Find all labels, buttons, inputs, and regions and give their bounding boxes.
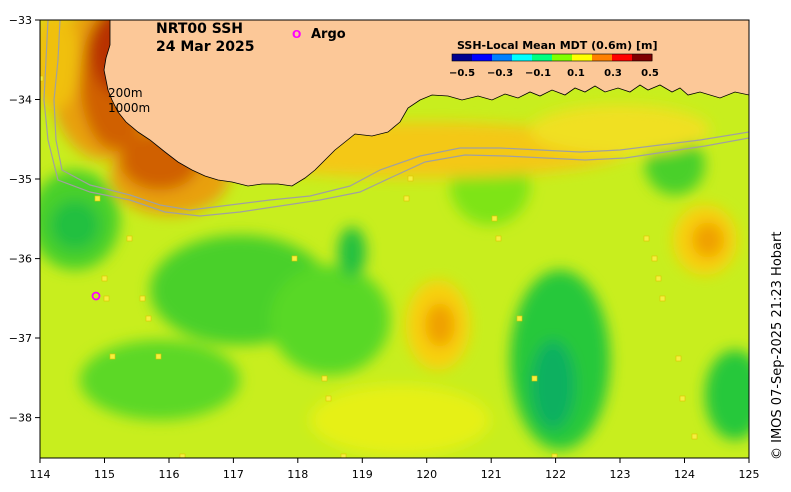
y-tick-label: −36 xyxy=(9,253,32,266)
isobaths xyxy=(43,20,749,217)
argo-float xyxy=(659,295,666,302)
argo-legend-marker: O xyxy=(292,28,301,41)
argo-float xyxy=(126,235,133,242)
isobath-label-1000m: 1000m xyxy=(108,101,150,115)
isobath-1000m xyxy=(43,20,749,217)
australia-land xyxy=(103,20,749,187)
y-tick-label: −35 xyxy=(9,173,32,186)
argo-highlight-marker xyxy=(91,291,101,301)
x-tick-label: 121 xyxy=(481,468,502,481)
argo-float xyxy=(325,395,332,402)
argo-float xyxy=(655,275,662,282)
colorbar-segment xyxy=(572,54,593,61)
map-date: 24 Mar 2025 xyxy=(156,39,254,55)
ssh-high-south xyxy=(310,385,490,455)
colorbar-tick: −0.3 xyxy=(487,68,513,79)
argo-float xyxy=(179,453,186,458)
argo-float xyxy=(679,395,686,402)
y-axis: −33 −34 −35 −36 −37 −38 xyxy=(9,14,40,425)
argo-float xyxy=(403,195,410,202)
argo-float xyxy=(139,295,146,302)
y-tick-label: −37 xyxy=(9,332,32,345)
argo-floats xyxy=(40,75,698,458)
plot-area xyxy=(40,20,749,458)
argo-float xyxy=(407,175,414,182)
argo-float xyxy=(531,375,538,382)
colorbar-title: SSH-Local Mean MDT (0.6m) [m] xyxy=(457,39,657,52)
colorbar-segment xyxy=(632,54,653,61)
colorbar-tick: −0.1 xyxy=(525,68,551,79)
y-tick-label: −33 xyxy=(9,14,32,27)
x-tick-label: 125 xyxy=(739,468,760,481)
colorbar-frame xyxy=(451,53,653,62)
imos-credit: © IMOS 07-Sep-2025 21:23 Hobart xyxy=(770,232,785,460)
x-tick-label: 124 xyxy=(674,468,695,481)
ssh-high-east-core xyxy=(692,222,724,258)
map-title: NRT00 SSH xyxy=(156,21,243,37)
argo-float xyxy=(551,453,558,458)
argo-float xyxy=(101,275,108,282)
ssh-coastal-band-east xyxy=(530,105,710,155)
ssh-low-center-ext xyxy=(270,265,390,375)
isobath-label-200m: 200m xyxy=(108,86,143,100)
colorbar-segment xyxy=(552,54,573,61)
argo-float xyxy=(145,315,152,322)
x-tick-label: 116 xyxy=(159,468,180,481)
isobath-200m xyxy=(53,20,749,211)
argo-float xyxy=(675,355,682,362)
x-tick-label: 119 xyxy=(352,468,373,481)
x-tick-label: 120 xyxy=(416,468,437,481)
x-axis: 114 115 116 117 118 119 120 121 122 123 … xyxy=(30,458,760,481)
argo-float xyxy=(155,353,162,360)
ssh-low-far-east xyxy=(705,350,749,440)
colorbar-segment xyxy=(472,54,493,61)
argo-float xyxy=(291,255,298,262)
colorbar-segment xyxy=(532,54,553,61)
x-tick-label: 115 xyxy=(94,468,115,481)
plot-frame xyxy=(39,19,750,459)
argo-legend-label: Argo xyxy=(311,27,346,42)
y-tick-label: −34 xyxy=(9,94,32,107)
colorbar-tick: 0.1 xyxy=(567,68,585,79)
colorbar-segment xyxy=(452,54,473,61)
argo-float xyxy=(491,215,498,222)
argo-float xyxy=(495,235,502,242)
argo-float xyxy=(321,375,328,382)
colorbar-tick: 0.3 xyxy=(604,68,622,79)
ssh-low-center-core xyxy=(338,227,366,277)
ssh-high-center-core xyxy=(425,303,455,347)
colorbar-tick: 0.5 xyxy=(641,68,659,79)
ssh-low-sc-core xyxy=(531,340,575,430)
ssh-low-south xyxy=(80,340,240,420)
x-tick-label: 117 xyxy=(223,468,244,481)
colorbar-segment xyxy=(492,54,513,61)
argo-float xyxy=(691,433,698,440)
x-tick-label: 122 xyxy=(545,468,566,481)
y-tick-label: −38 xyxy=(9,412,32,425)
argo-float xyxy=(94,195,101,202)
ssh-north-west xyxy=(40,20,80,110)
x-tick-label: 123 xyxy=(610,468,631,481)
colorbar-segment xyxy=(592,54,613,61)
colorbar-segment xyxy=(612,54,633,61)
x-tick-label: 114 xyxy=(30,468,51,481)
argo-float xyxy=(103,295,110,302)
colorbar-segment xyxy=(512,54,533,61)
argo-float xyxy=(109,353,116,360)
argo-float xyxy=(643,235,650,242)
colorbar-tick: −0.5 xyxy=(449,68,475,79)
argo-float xyxy=(651,255,658,262)
ssh-low-west-core xyxy=(50,200,100,250)
argo-float xyxy=(516,315,523,322)
colorbar-segments xyxy=(452,54,653,61)
x-tick-label: 118 xyxy=(287,468,308,481)
colorbar: SSH-Local Mean MDT (0.6m) [m] −0.5 −0.3 … xyxy=(449,39,659,79)
argo-float xyxy=(340,453,347,458)
